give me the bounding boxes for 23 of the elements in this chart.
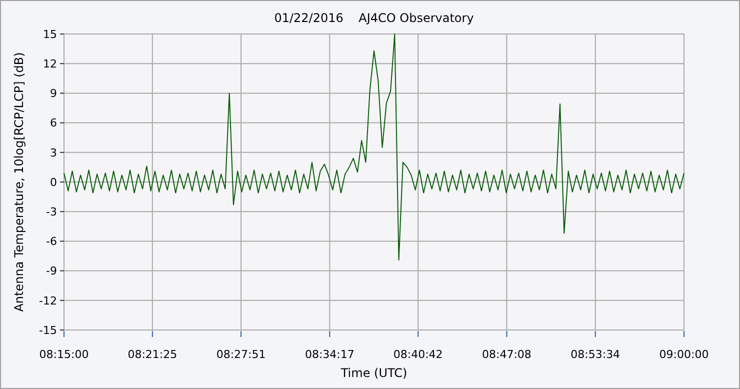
y-tick-label: 0 bbox=[50, 176, 57, 189]
y-tick-label: -3 bbox=[46, 205, 57, 218]
y-tick-label: 12 bbox=[43, 57, 57, 70]
x-tick-label: 08:15:00 bbox=[39, 348, 89, 361]
x-tick-label: 08:34:17 bbox=[304, 348, 354, 361]
y-tick-label: 9 bbox=[50, 87, 57, 100]
y-tick-label: 3 bbox=[50, 146, 57, 160]
y-tick-label: 6 bbox=[50, 116, 57, 130]
x-tick-label: 08:47:08 bbox=[482, 348, 532, 361]
y-axis-title: Antenna Temperature, 10log[RCP/LCP] (dB) bbox=[12, 52, 26, 312]
y-tick-label: -15 bbox=[39, 324, 57, 337]
x-axis-title: Time (UTC) bbox=[340, 366, 408, 380]
x-tick-label: 08:21:25 bbox=[128, 348, 178, 361]
x-tick-label: 09:00:00 bbox=[659, 348, 709, 361]
x-tick-label: 08:53:34 bbox=[570, 348, 620, 361]
y-tick-label: -12 bbox=[39, 294, 57, 308]
chart-title: 01/22/2016 AJ4CO Observatory bbox=[274, 11, 474, 25]
x-tick-label: 08:27:51 bbox=[216, 348, 266, 361]
y-tick-label: 15 bbox=[43, 28, 57, 41]
x-tick-label: 08:40:42 bbox=[393, 348, 443, 361]
y-tick-label: -9 bbox=[46, 264, 57, 278]
line-series bbox=[64, 34, 684, 260]
y-tick-label: -6 bbox=[46, 235, 57, 248]
